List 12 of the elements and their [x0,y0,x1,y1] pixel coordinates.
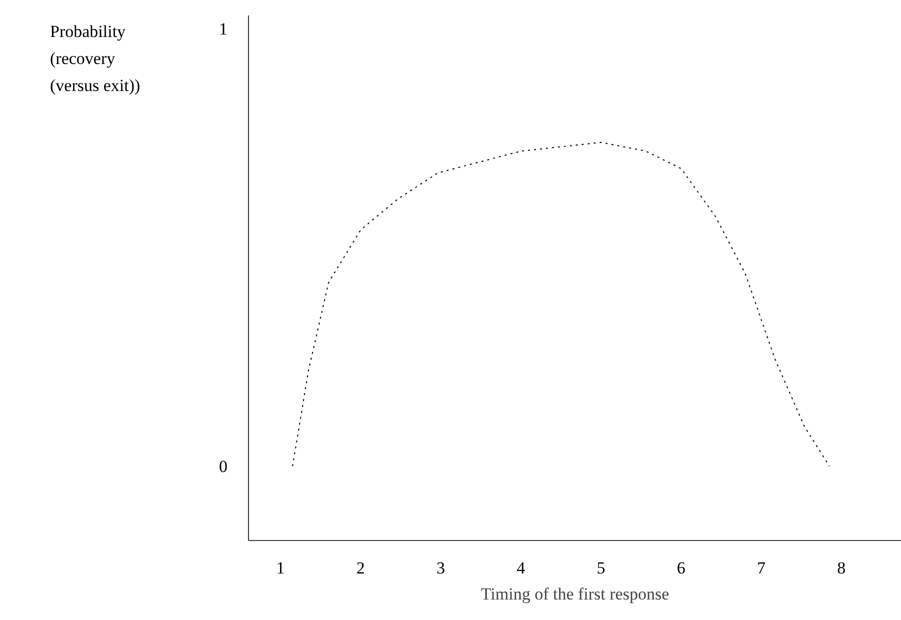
line-series [292,142,830,467]
y-axis-title: Probability (recovery (versus exit)) [50,21,140,98]
x-tick-label: 7 [757,558,766,578]
x-tick-label: 2 [356,558,365,578]
x-tick-label: 6 [676,558,686,578]
x-tick-label: 8 [837,558,846,578]
x-tick-label: 4 [516,558,526,578]
x-tick-label: 1 [276,558,285,578]
x-tick-label: 3 [436,558,446,578]
x-tick-label: 5 [596,558,606,578]
x-axis-title: Timing of the first response [480,584,670,604]
y-tick-label: 0 [219,457,228,476]
